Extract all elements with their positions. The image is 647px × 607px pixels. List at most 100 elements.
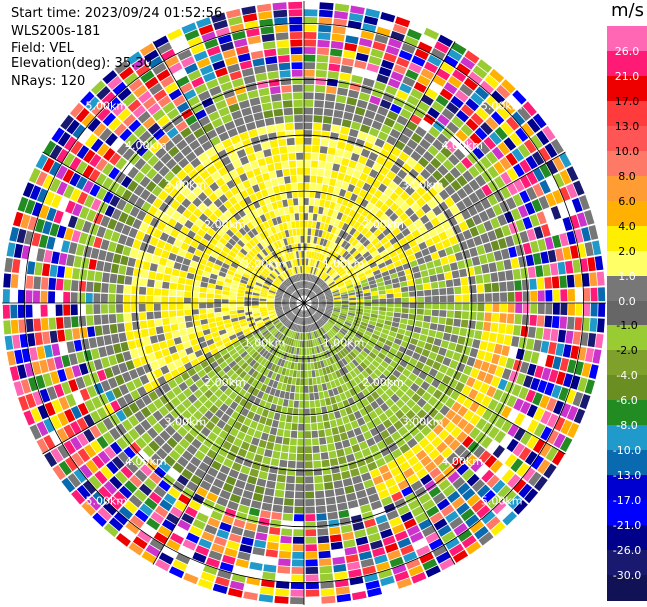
velocity-gate	[41, 263, 51, 277]
velocity-gate	[243, 373, 251, 382]
velocity-gate	[265, 549, 278, 558]
velocity-gate	[330, 347, 337, 355]
velocity-gate	[343, 539, 356, 549]
velocity-gate	[545, 192, 557, 207]
velocity-gate	[262, 350, 269, 358]
velocity-gate	[211, 460, 222, 471]
velocity-gate	[560, 289, 568, 302]
velocity-gate	[167, 362, 177, 372]
velocity-gate	[214, 298, 221, 303]
velocity-gate	[274, 303, 282, 305]
velocity-gate	[316, 376, 322, 385]
velocity-gate	[313, 286, 319, 292]
velocity-gate	[66, 254, 75, 267]
velocity-gate	[368, 320, 377, 326]
velocity-gate	[308, 266, 312, 274]
velocity-gate	[377, 352, 386, 360]
velocity-gate	[319, 9, 333, 18]
velocity-gate	[308, 282, 312, 289]
velocity-gate	[255, 234, 263, 242]
velocity-gate	[272, 396, 279, 405]
velocity-gate	[305, 484, 314, 491]
velocity-gate	[72, 328, 81, 340]
velocity-gate	[299, 325, 302, 333]
velocity-gate	[421, 248, 430, 257]
velocity-gate	[42, 220, 53, 235]
velocity-gate	[421, 94, 434, 106]
velocity-gate	[328, 241, 335, 249]
velocity-gate	[96, 143, 110, 157]
velocity-gate	[249, 338, 258, 346]
velocity-gate	[275, 169, 284, 178]
velocity-gate	[260, 311, 268, 315]
velocity-gate	[138, 312, 147, 321]
velocity-gate	[284, 292, 291, 297]
velocity-gate	[270, 271, 278, 278]
velocity-gate	[418, 241, 428, 251]
velocity-gate	[538, 147, 551, 162]
velocity-gate	[264, 320, 272, 326]
velocity-gate	[187, 367, 197, 377]
velocity-gate	[146, 287, 154, 296]
velocity-gate	[532, 113, 547, 129]
velocity-gate	[301, 310, 304, 318]
velocity-gate	[297, 258, 300, 266]
velocity-gate	[312, 315, 317, 322]
velocity-gate	[177, 248, 187, 257]
velocity-gate	[443, 434, 455, 446]
velocity-gate	[299, 386, 304, 393]
velocity-gate	[318, 391, 325, 400]
velocity-gate	[348, 209, 356, 218]
velocity-gate	[280, 153, 289, 162]
velocity-gate	[304, 310, 306, 318]
velocity-gate	[318, 295, 325, 299]
velocity-gate	[279, 325, 285, 332]
velocity-gate	[336, 417, 344, 426]
velocity-gate	[300, 317, 303, 325]
velocity-gate	[187, 69, 202, 81]
velocity-gate	[112, 387, 123, 399]
velocity-gate	[308, 274, 312, 282]
velocity-gate	[276, 332, 282, 339]
velocity-gate	[383, 159, 394, 170]
velocity-gate	[411, 404, 422, 414]
velocity-gate	[323, 334, 329, 342]
velocity-gate	[427, 145, 439, 157]
velocity-gate	[349, 388, 357, 397]
velocity-gate	[285, 384, 291, 392]
velocity-gate	[68, 379, 79, 392]
velocity-gate	[313, 122, 322, 131]
velocity-gate	[19, 333, 29, 348]
velocity-gate	[331, 427, 339, 435]
velocity-gate	[275, 294, 283, 298]
velocity-gate	[467, 440, 480, 453]
velocity-gate	[105, 132, 118, 147]
velocity-gate	[320, 327, 326, 334]
colorbar-swatch	[607, 450, 647, 476]
velocity-gate	[142, 116, 156, 130]
velocity-gate	[232, 159, 242, 169]
velocity-gate	[307, 332, 310, 340]
velocity-gate	[255, 225, 262, 234]
velocity-gate	[227, 500, 239, 511]
velocity-gate	[379, 266, 388, 273]
velocity-gate	[316, 321, 322, 328]
velocity-gate	[120, 341, 129, 352]
velocity-gate	[280, 255, 286, 263]
velocity-gate	[406, 28, 422, 41]
velocity-gate	[326, 78, 338, 87]
velocity-gate	[163, 325, 172, 333]
velocity-gate	[318, 24, 332, 33]
velocity-gate	[416, 314, 424, 321]
velocity-gate	[211, 374, 220, 384]
velocity-gate	[332, 210, 339, 219]
velocity-gate	[277, 47, 290, 56]
velocity-gate	[158, 134, 170, 146]
velocity-gate	[533, 339, 542, 352]
velocity-gate	[96, 435, 109, 449]
velocity-gate	[364, 70, 377, 80]
velocity-gate	[177, 283, 185, 291]
velocity-gate	[323, 288, 331, 293]
velocity-gate	[84, 399, 96, 413]
velocity-gate	[490, 217, 501, 229]
